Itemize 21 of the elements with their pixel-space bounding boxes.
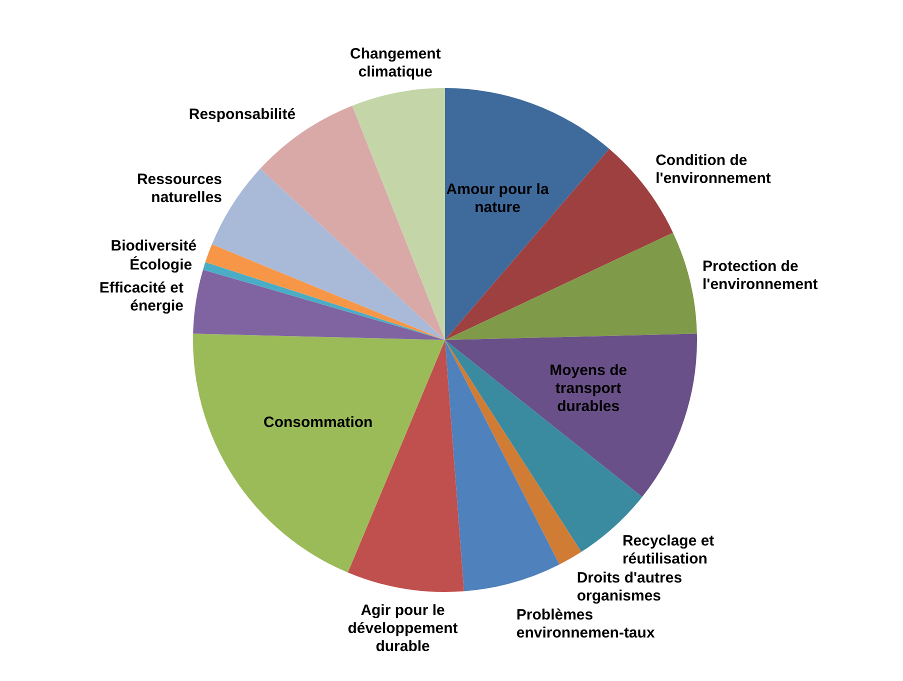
pie-slice — [193, 334, 445, 573]
pie-slice — [445, 334, 697, 497]
pie-slice — [205, 244, 445, 340]
slice-label: Amour pour la nature — [446, 181, 550, 216]
slice-label: Moyens de transport durables — [550, 362, 628, 416]
slice-label: Responsabilité — [188, 106, 296, 124]
slice-label: Condition de l'environnement — [656, 152, 771, 187]
slice-label: Changement climatique — [350, 45, 441, 80]
slice-label: Droits d'autres organismes — [576, 570, 682, 605]
slice-label: Protection de l'environnement — [702, 258, 818, 293]
pie-slice — [445, 88, 610, 340]
slice-label: Ressources naturelles — [136, 170, 222, 206]
slice-label: Consommation — [264, 414, 373, 432]
slice-label: Problèmes environnemen-taux — [516, 606, 656, 642]
pie-slice — [445, 232, 697, 340]
slice-label: Efficacité et énergie — [99, 280, 184, 315]
slice-label: Écologie — [130, 256, 192, 274]
slice-label: Biodiversité — [110, 238, 197, 255]
slice-label: Agir pour le développement durable — [348, 602, 458, 655]
slice-label: Recyclage et réutilisation — [622, 532, 714, 568]
pie-slice — [352, 88, 445, 340]
